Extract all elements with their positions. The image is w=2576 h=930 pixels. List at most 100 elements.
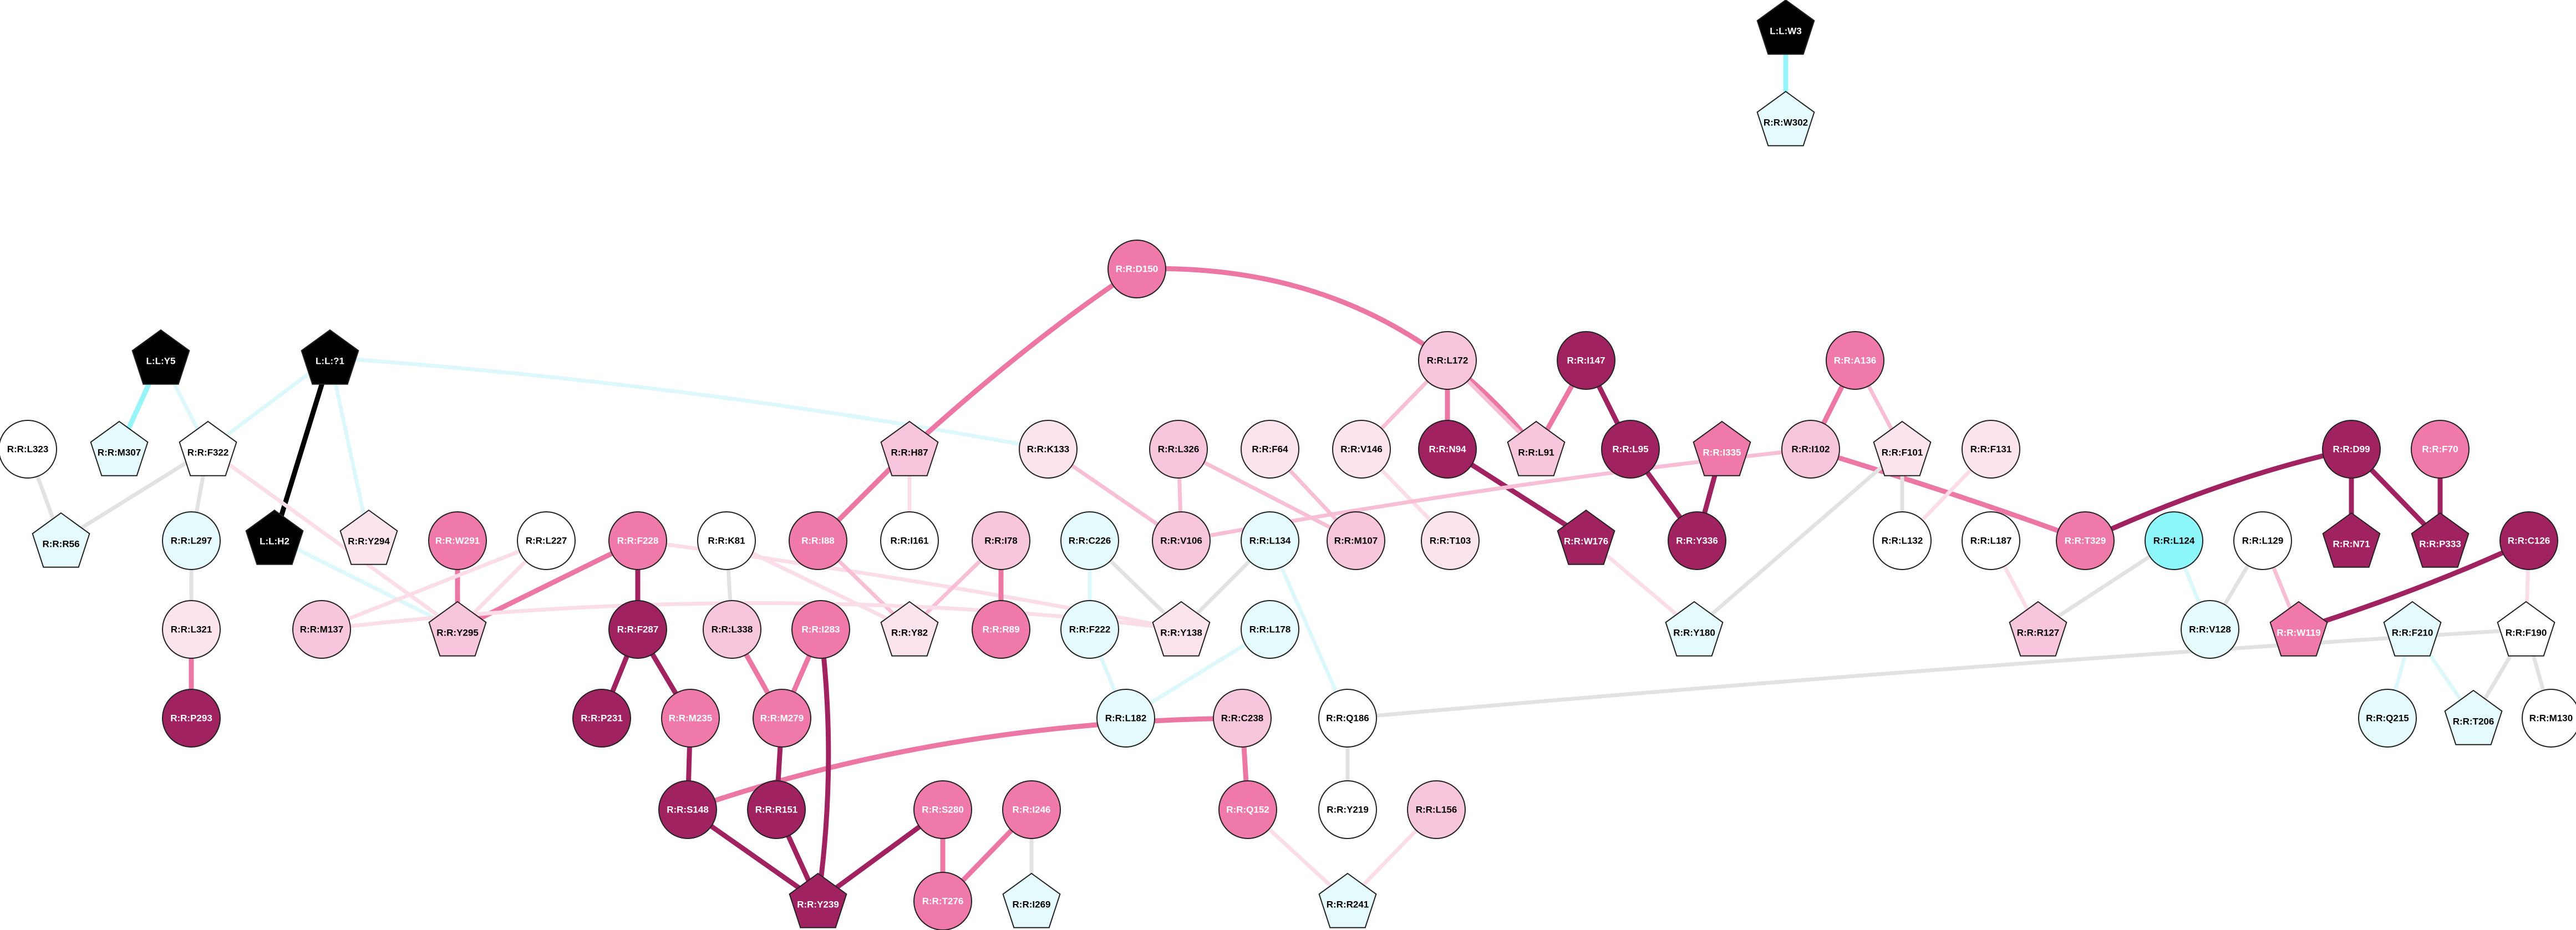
- edge-d150-l91: [1134, 266, 1539, 452]
- node-circle-shape: [428, 511, 487, 570]
- node-circle-shape: [1418, 331, 1477, 390]
- node-c238: R:R:C238: [1213, 689, 1272, 748]
- node-pentagon-shape: [1318, 872, 1377, 928]
- node-f190: R:R:F190: [2497, 601, 2555, 657]
- node-m235: R:R:M235: [661, 689, 720, 748]
- node-circle-shape: [1241, 420, 1299, 479]
- node-circle-shape: [747, 780, 806, 839]
- node-circle-shape: [1002, 780, 1061, 839]
- node-q215: R:R:Q215: [2358, 689, 2417, 748]
- node-pentagon-shape: [789, 872, 847, 928]
- node-circle-shape: [2181, 600, 2239, 659]
- node-f101: R:R:F101: [1873, 420, 1932, 476]
- node-t206: R:R:T206: [2444, 689, 2503, 745]
- node-circle-shape: [1107, 240, 1166, 298]
- node-circle-shape: [2322, 420, 2381, 479]
- node-pentagon-shape: [2411, 512, 2470, 568]
- node-f131: R:R:F131: [1962, 420, 2020, 479]
- edge-l71-y294: [328, 355, 371, 540]
- node-l156: R:R:L156: [1407, 780, 1466, 839]
- node-pentagon-shape: [90, 420, 149, 476]
- edge-l71-lh2: [272, 355, 333, 541]
- node-y294: R:R:Y294: [339, 509, 398, 565]
- node-a136: R:R:A136: [1826, 331, 1884, 390]
- node-q152: R:R:Q152: [1218, 780, 1277, 839]
- node-c226: R:R:C226: [1060, 511, 1119, 570]
- node-circle-shape: [1060, 600, 1119, 659]
- node-circle-shape: [162, 511, 221, 570]
- node-m279: R:R:M279: [753, 689, 811, 748]
- node-pentagon-shape: [1756, 90, 1815, 146]
- node-pentagon-shape: [1665, 601, 1724, 657]
- node-f70: R:R:F70: [2411, 420, 2470, 479]
- node-p293: R:R:P293: [162, 689, 221, 748]
- node-pentagon-shape: [2269, 601, 2328, 657]
- node-circle-shape: [2522, 689, 2576, 748]
- node-i78: R:R:I78: [972, 511, 1030, 570]
- node-l129: R:R:L129: [2233, 511, 2292, 570]
- node-circle-shape: [1421, 511, 1480, 570]
- node-circle-shape: [880, 511, 939, 570]
- node-pentagon-shape: [1002, 872, 1061, 928]
- node-circle-shape: [913, 780, 972, 839]
- node-circle-shape: [1318, 689, 1377, 748]
- node-l172: R:R:L172: [1418, 331, 1477, 390]
- node-f210: R:R:F210: [2383, 601, 2442, 657]
- node-circle-shape: [1019, 420, 1078, 479]
- node-circle-shape: [1213, 689, 1272, 748]
- edge-l134-q186: [1268, 538, 1350, 720]
- node-pentagon-shape: [1756, 0, 1815, 55]
- node-circle-shape: [2411, 420, 2470, 479]
- node-l95: R:R:L95: [1601, 420, 1660, 479]
- node-circle-shape: [972, 600, 1030, 659]
- node-circle-shape: [913, 872, 972, 930]
- node-m107: R:R:M107: [1327, 511, 1385, 570]
- node-l182: R:R:L182: [1096, 689, 1155, 748]
- node-circle-shape: [1152, 511, 1211, 570]
- node-circle-shape: [789, 511, 847, 570]
- node-circle-shape: [1962, 511, 2020, 570]
- node-t276: R:R:T276: [913, 872, 972, 930]
- node-l124: R:R:L124: [2145, 511, 2203, 570]
- node-lw3: L:L:W3: [1756, 0, 1815, 55]
- node-k81: R:R:K81: [697, 511, 756, 570]
- edge-f101-y180: [1692, 447, 1904, 632]
- node-circle-shape: [2358, 689, 2417, 748]
- node-m307: R:R:M307: [90, 420, 149, 476]
- node-pentagon-shape: [179, 420, 237, 476]
- node-s280: R:R:S280: [913, 780, 972, 839]
- node-w291: R:R:W291: [428, 511, 487, 570]
- node-circle-shape: [2499, 511, 2558, 570]
- node-circle-shape: [1668, 511, 1726, 570]
- node-circle-shape: [1096, 689, 1155, 748]
- node-v106: R:R:V106: [1152, 511, 1211, 570]
- edge-i102-t329: [1808, 446, 2088, 543]
- node-r56: R:R:R56: [32, 512, 90, 568]
- node-l323: R:R:L323: [0, 420, 57, 479]
- node-pentagon-shape: [301, 329, 359, 385]
- node-m130: R:R:M130: [2522, 689, 2576, 748]
- node-i246: R:R:I246: [1002, 780, 1061, 839]
- node-f64: R:R:F64: [1241, 420, 1299, 479]
- node-pentagon-shape: [428, 601, 487, 657]
- edge-d150-h87: [907, 266, 1140, 452]
- node-pentagon-shape: [1693, 420, 1751, 476]
- node-y336: R:R:Y336: [1668, 511, 1726, 570]
- node-k133: R:R:K133: [1019, 420, 1078, 479]
- edge-l227-m137: [319, 538, 548, 632]
- node-pentagon-shape: [131, 329, 190, 385]
- node-l134: R:R:L134: [1241, 511, 1299, 570]
- node-circle-shape: [1781, 420, 1840, 479]
- edge-f322-y295: [206, 447, 460, 632]
- edge-f322-r56: [59, 447, 210, 543]
- node-circle-shape: [972, 511, 1030, 570]
- node-circle-shape: [1557, 331, 1615, 390]
- node-circle-shape: [1873, 511, 1932, 570]
- node-circle-shape: [1149, 420, 1208, 479]
- node-circle-shape: [1418, 420, 1477, 479]
- node-i161: R:R:I161: [880, 511, 939, 570]
- node-circle-shape: [1327, 511, 1385, 570]
- node-circle-shape: [1241, 600, 1299, 659]
- node-l187: R:R:L187: [1962, 511, 2020, 570]
